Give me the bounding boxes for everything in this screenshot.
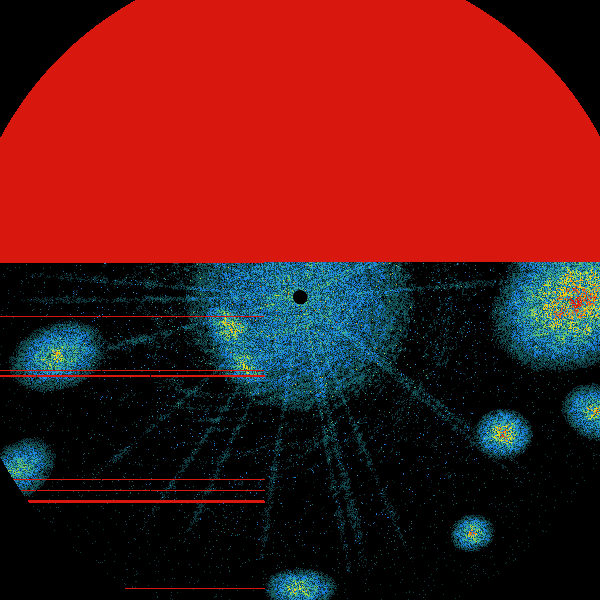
radar-reflectivity-canvas[interactable] xyxy=(0,0,600,600)
radar-reflectivity-display[interactable] xyxy=(0,0,600,600)
